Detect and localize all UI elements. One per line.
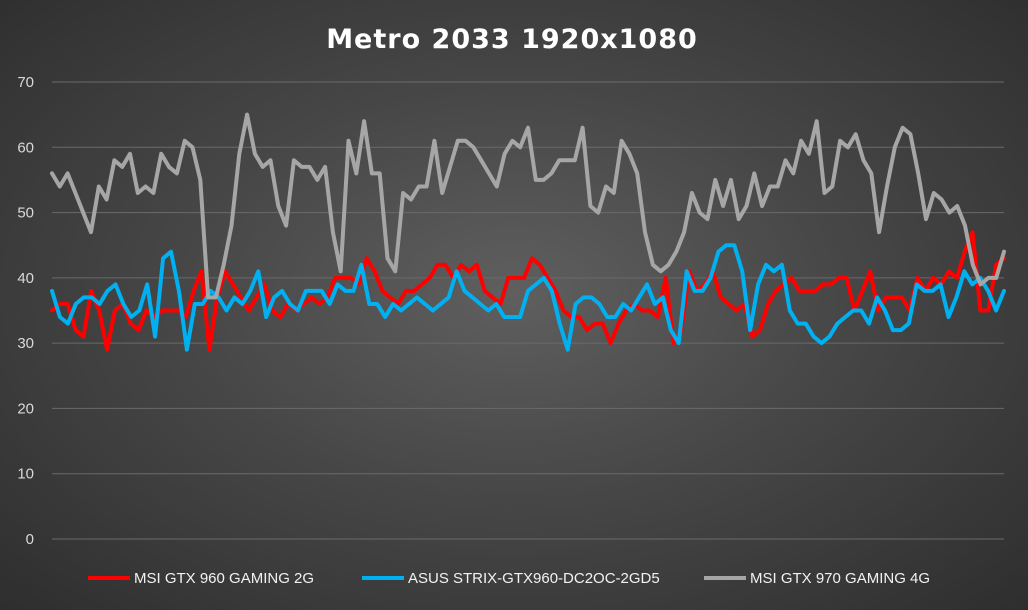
y-tick-label: 20 — [17, 400, 34, 417]
legend: MSI GTX 960 GAMING 2G ASUS STRIX-GTX960-D… — [88, 570, 930, 587]
series-line-1 — [50, 230, 1006, 352]
y-tick-label: 0 — [26, 531, 34, 548]
y-tick-label: 10 — [17, 466, 34, 483]
series-line-2 — [50, 243, 1006, 352]
legend-label: ASUS STRIX-GTX960-DC2OC-2GD5 — [408, 570, 660, 587]
y-axis-ticks: 0 10 20 30 40 50 60 70 — [17, 74, 34, 548]
y-tick-label: 30 — [17, 335, 34, 352]
y-tick-label: 70 — [17, 74, 34, 91]
chart-title: Metro 2033 1920x1080 — [326, 24, 698, 55]
y-tick-label: 60 — [17, 139, 34, 156]
legend-label: MSI GTX 960 GAMING 2G — [134, 570, 314, 587]
series-line-3 — [50, 112, 1006, 300]
y-tick-label: 40 — [17, 270, 34, 287]
series-lines — [50, 112, 1006, 352]
y-tick-label: 50 — [17, 205, 34, 222]
legend-label: MSI GTX 970 GAMING 4G — [750, 570, 930, 587]
